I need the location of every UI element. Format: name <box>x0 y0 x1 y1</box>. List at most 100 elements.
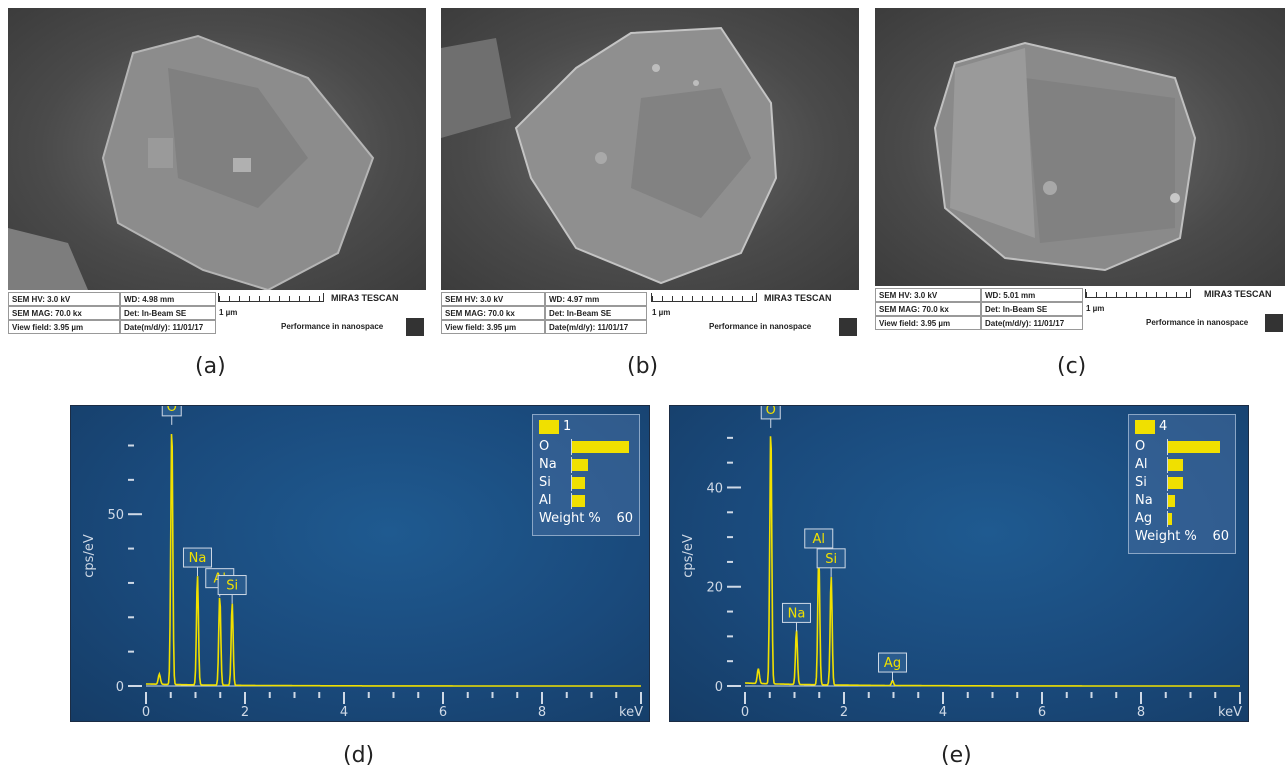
x-unit-label: keV <box>1218 705 1242 720</box>
sem-panel-c: SEM HV: 3.0 kV WD: 5.01 mm SEM MAG: 70.0… <box>875 8 1285 338</box>
legend-bar-track <box>571 475 632 491</box>
sem-mag: SEM MAG: 70.0 kx <box>875 302 981 316</box>
legend-element-o: O <box>539 439 550 454</box>
spectrum-line <box>745 436 1240 687</box>
scale-label: 1 µm <box>1086 304 1105 313</box>
sem-wd: WD: 4.97 mm <box>545 292 647 306</box>
x-tick-label: 8 <box>1137 705 1145 720</box>
legend-bar <box>1168 495 1175 507</box>
brand-label: MIRA3 TESCAN <box>1204 289 1272 299</box>
peak-label-na: Na <box>189 551 207 566</box>
sem-panel-a: SEM HV: 3.0 kV WD: 4.98 mm SEM MAG: 70.0… <box>8 8 426 338</box>
y-tick-label: 20 <box>706 581 723 596</box>
legend-bar <box>1168 513 1172 525</box>
sem-wd: WD: 5.01 mm <box>981 288 1083 302</box>
legend-bar-track <box>571 493 632 509</box>
sem-image-a <box>8 8 426 290</box>
sem-info-bar-b: SEM HV: 3.0 kV WD: 4.97 mm SEM MAG: 70.0… <box>441 290 859 338</box>
legend-element-ag: Ag <box>1135 511 1153 526</box>
x-tick-label: 4 <box>939 705 947 720</box>
legend-element-al: Al <box>1135 457 1148 472</box>
y-tick-label: 0 <box>715 680 723 695</box>
y-axis-label: cps/eV <box>82 534 97 578</box>
peak-label-o: O <box>766 406 776 418</box>
caption-e: (e) <box>941 743 972 768</box>
legend-bar <box>572 495 585 507</box>
peak-label-si: Si <box>226 579 238 594</box>
peak-label-box <box>804 528 834 549</box>
spectrum-line <box>145 433 641 687</box>
sem-detector: Det: In-Beam SE <box>981 302 1083 316</box>
sem-hv: SEM HV: 3.0 kV <box>441 292 545 306</box>
legend-bar <box>1168 459 1183 471</box>
legend-footer: Weight % <box>539 511 601 526</box>
x-tick-label: 2 <box>241 705 249 720</box>
peak-label-box <box>878 652 908 673</box>
particle-image <box>441 26 778 285</box>
legend-element-si: Si <box>539 475 551 490</box>
scale-bar <box>1085 289 1191 298</box>
peak-label-box <box>217 575 247 596</box>
sem-mag: SEM MAG: 70.0 kx <box>8 306 120 320</box>
caption-a: (a) <box>195 354 226 379</box>
peak-label-box <box>161 406 182 417</box>
legend-header: 1 <box>539 419 571 435</box>
legend-element-si: Si <box>1135 475 1147 490</box>
scale-label: 1 µm <box>219 308 238 317</box>
y-tick-label: 0 <box>116 680 124 695</box>
legend-bar-track <box>1167 457 1228 473</box>
slogan: Performance in nanospace <box>281 322 384 331</box>
particle-image <box>933 41 1197 272</box>
peak-label-o: O <box>167 406 177 415</box>
legend-element-al: Al <box>539 493 552 508</box>
sem-hv: SEM HV: 3.0 kV <box>8 292 120 306</box>
legend-spectrum-label: 1 <box>563 419 572 434</box>
spectrum-plot: 0 2 4 6 8 keV 0 50 cps/eV O Na Al Si <box>82 406 643 720</box>
sem-info-bar-a: SEM HV: 3.0 kV WD: 4.98 mm SEM MAG: 70.0… <box>8 290 426 338</box>
legend-header: 4 <box>1135 419 1167 435</box>
legend-bar <box>572 441 629 453</box>
sem-date: Date(m/d/y): 11/01/17 <box>120 320 216 334</box>
sem-detector: Det: In-Beam SE <box>120 306 216 320</box>
slogan: Performance in nanospace <box>709 322 812 331</box>
legend-spectrum-label: 4 <box>1159 419 1168 434</box>
y-tick-label: 40 <box>706 481 723 496</box>
legend-bar-track <box>1167 511 1228 527</box>
eds-spectrum-e: 0 2 4 6 8 keV 0 20 40 cps/eV O Na Al Si Ag 4 O Al Si Na Ag W… <box>669 405 1249 722</box>
brand-label: MIRA3 TESCAN <box>331 293 399 303</box>
caption-b: (b) <box>627 354 659 379</box>
x-tick-label: 0 <box>741 705 749 720</box>
peak-label-na: Na <box>788 606 806 621</box>
sem-date: Date(m/d/y): 11/01/17 <box>545 320 647 334</box>
legend-scale-max: 60 <box>616 511 633 526</box>
weight-legend: 4 O Al Si Na Ag Weight % 60 <box>1128 414 1236 554</box>
x-tick-label: 2 <box>840 705 848 720</box>
sem-image-c <box>875 8 1285 286</box>
sem-mag: SEM MAG: 70.0 kx <box>441 306 545 320</box>
sem-view-field: View field: 3.95 µm <box>8 320 120 334</box>
sem-wd: WD: 4.98 mm <box>120 292 216 306</box>
legend-bar-track <box>1167 475 1228 491</box>
peak-label-box <box>816 548 846 569</box>
legend-footer: Weight % <box>1135 529 1197 544</box>
legend-bar <box>572 477 585 489</box>
legend-scale-max: 60 <box>1212 529 1229 544</box>
sem-view-field: View field: 3.95 µm <box>875 316 981 330</box>
legend-bar-track <box>571 439 632 455</box>
legend-bar <box>572 459 588 471</box>
corner-logo <box>839 318 857 336</box>
peak-label-box <box>781 602 811 623</box>
weight-legend: 1 O Na Si Al Weight % 60 <box>532 414 640 536</box>
y-tick-label: 50 <box>107 508 124 523</box>
legend-element-na: Na <box>539 457 557 472</box>
scale-bar <box>651 293 757 302</box>
sem-info-bar-c: SEM HV: 3.0 kV WD: 5.01 mm SEM MAG: 70.0… <box>875 286 1285 334</box>
peak-label-box <box>182 547 212 568</box>
x-tick-label: 0 <box>142 705 150 720</box>
legend-bar-track <box>571 457 632 473</box>
peak-label-box <box>760 406 781 420</box>
legend-element-o: O <box>1135 439 1146 454</box>
scale-label: 1 µm <box>652 308 671 317</box>
